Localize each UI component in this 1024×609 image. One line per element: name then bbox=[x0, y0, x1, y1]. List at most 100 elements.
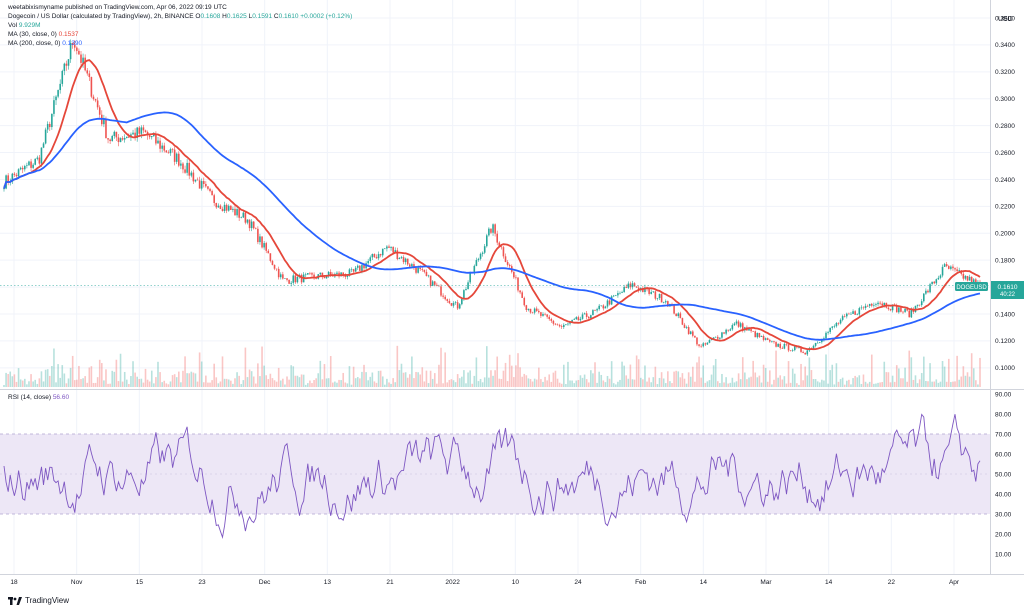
volume-bar bbox=[205, 375, 207, 387]
volume-bar bbox=[225, 378, 228, 387]
candle-body bbox=[115, 131, 118, 138]
rsi-legend[interactable]: RSI (14, close) 56.60 bbox=[8, 394, 69, 402]
candle-body bbox=[608, 300, 611, 305]
candle-body bbox=[40, 147, 43, 164]
candle-body bbox=[562, 324, 565, 327]
volume-bar bbox=[887, 372, 890, 387]
volume-bar bbox=[178, 371, 180, 387]
candle-body bbox=[860, 307, 863, 309]
candle-body bbox=[579, 318, 582, 321]
candle-body bbox=[148, 135, 151, 138]
candle-body bbox=[388, 246, 390, 248]
volume-bar bbox=[317, 373, 320, 387]
volume-bar bbox=[348, 366, 351, 387]
candle-body bbox=[427, 275, 430, 277]
volume-bar bbox=[213, 363, 215, 387]
candle-body bbox=[290, 282, 292, 284]
candle-body bbox=[556, 324, 559, 326]
volume-bar bbox=[975, 380, 977, 387]
candle-body bbox=[952, 266, 954, 269]
ma30-legend[interactable]: MA (30, close, 0) 0.1537 bbox=[8, 31, 78, 39]
volume-bar bbox=[302, 374, 305, 387]
candle-body bbox=[777, 343, 779, 347]
volume-bar bbox=[101, 363, 103, 387]
candle-body bbox=[864, 305, 867, 309]
candle-body bbox=[265, 243, 268, 251]
candle-body bbox=[105, 119, 107, 139]
volume-bar bbox=[136, 376, 138, 387]
candle-body bbox=[452, 302, 455, 306]
volume-bar bbox=[560, 383, 563, 387]
volume-bar bbox=[492, 375, 494, 387]
volume-bar bbox=[444, 352, 446, 387]
volume-bar bbox=[689, 376, 692, 387]
candle-body bbox=[879, 302, 881, 304]
tradingview-watermark[interactable]: TradingView bbox=[8, 596, 69, 605]
volume-bar bbox=[910, 357, 913, 387]
volume-bar bbox=[157, 361, 159, 387]
ma200-legend[interactable]: MA (200, close, 0) 0.1390 bbox=[8, 40, 82, 48]
volume-bar bbox=[386, 378, 388, 387]
volume-bar bbox=[394, 382, 397, 387]
candle-body bbox=[329, 271, 332, 275]
volume-bar bbox=[82, 378, 84, 387]
volume-bar bbox=[161, 382, 163, 387]
volume-legend[interactable]: Vol 9.929M bbox=[8, 22, 41, 30]
candle-body bbox=[248, 219, 251, 229]
volume-bar bbox=[279, 380, 282, 387]
volume-bar bbox=[723, 382, 725, 387]
candle-body bbox=[44, 129, 47, 144]
candle-body bbox=[109, 139, 111, 142]
rsi-axis[interactable]: 90.00 80.00 70.00 60.00 50.00 40.00 30.00 20.00… bbox=[995, 391, 1012, 558]
volume-bar bbox=[610, 361, 613, 387]
candle-body bbox=[98, 107, 101, 115]
candle-body bbox=[300, 274, 303, 283]
candle-body bbox=[267, 250, 270, 254]
volume-bar bbox=[854, 375, 856, 387]
candle-body bbox=[252, 221, 255, 229]
rsi-tick-label: 40.00 bbox=[995, 491, 1012, 498]
candle-body bbox=[619, 292, 621, 294]
candle-body bbox=[716, 336, 719, 339]
volume-bar bbox=[442, 383, 444, 387]
candle-body bbox=[63, 63, 66, 71]
volume-bar bbox=[153, 383, 155, 387]
volume-bar bbox=[968, 376, 971, 387]
volume-bar bbox=[217, 383, 220, 387]
candle-body bbox=[325, 276, 328, 279]
symbol-tag[interactable]: DOGEUSD bbox=[955, 282, 988, 291]
volume-bar bbox=[59, 377, 61, 387]
symbol-legend[interactable]: Dogecoin / US Dollar (calculated by Trad… bbox=[8, 13, 352, 21]
candle-body bbox=[406, 258, 409, 265]
time-axis[interactable]: 18 Nov 15 23 Dec 13 21 2022 10 24 Feb 14 Mar 14 22 Apr bbox=[10, 579, 960, 586]
candle-body bbox=[943, 264, 946, 267]
volume-bar bbox=[529, 379, 532, 387]
time-tick-label: Feb bbox=[635, 579, 647, 586]
candle-body bbox=[970, 276, 973, 285]
volume-bar bbox=[452, 380, 455, 387]
price-axis[interactable]: 0.3600 0.3400 0.3200 0.3000 0.2800 0.2600 0.24… bbox=[995, 15, 1015, 372]
candlesticks bbox=[3, 39, 981, 357]
rsi-tick-label: 30.00 bbox=[995, 511, 1012, 518]
volume-bar bbox=[113, 371, 116, 387]
volume-bar bbox=[123, 371, 126, 387]
volume-bar bbox=[858, 375, 861, 387]
candle-body bbox=[46, 123, 49, 130]
volume-bar bbox=[831, 364, 834, 387]
ohlc-open-value: 0.1608 bbox=[200, 13, 221, 20]
candle-body bbox=[966, 275, 969, 281]
volume-bar bbox=[652, 377, 655, 387]
volume-bar bbox=[67, 378, 70, 387]
volume-bar bbox=[377, 370, 380, 387]
volume-bar bbox=[71, 355, 74, 387]
volume-bar bbox=[592, 373, 594, 387]
ma200-label: MA (200, close, 0) bbox=[8, 40, 61, 47]
volume-bar bbox=[294, 375, 297, 387]
candle-body bbox=[552, 320, 555, 324]
candle-body bbox=[3, 188, 5, 190]
ohlc-change: +0.0002 (+0.12%) bbox=[300, 13, 353, 20]
volume-bar bbox=[531, 381, 534, 387]
volume-bar bbox=[415, 371, 417, 387]
candle-body bbox=[53, 100, 55, 114]
